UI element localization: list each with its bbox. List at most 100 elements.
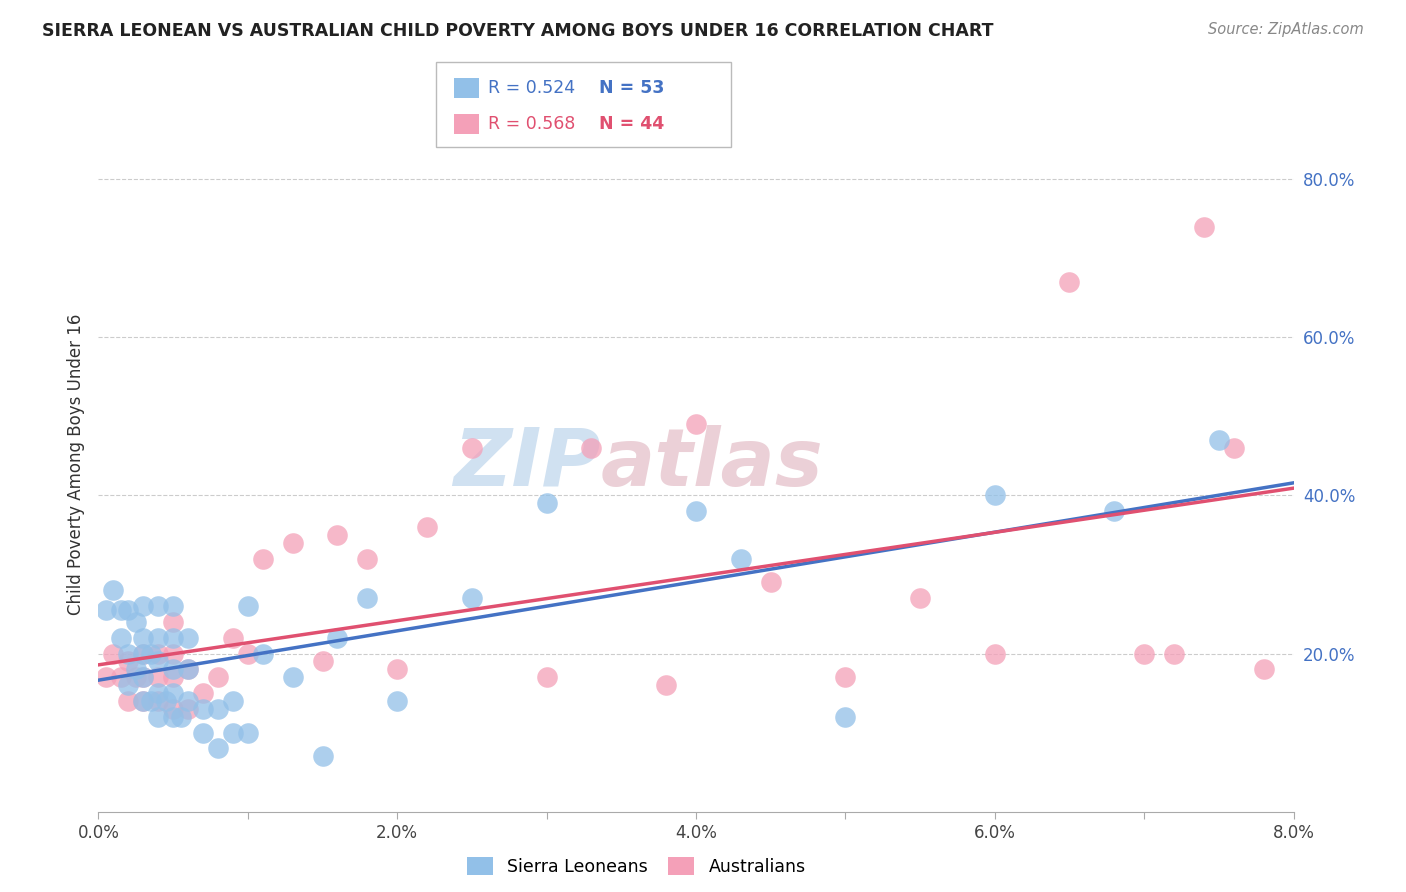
Point bbox=[536, 670, 558, 684]
Point bbox=[177, 662, 200, 676]
Point bbox=[311, 655, 333, 669]
Text: ZIP: ZIP bbox=[453, 425, 600, 503]
Point bbox=[148, 655, 170, 669]
Point bbox=[1192, 219, 1215, 234]
Point bbox=[139, 694, 162, 708]
Point bbox=[139, 647, 162, 661]
Point bbox=[162, 702, 184, 716]
Point bbox=[1059, 275, 1081, 289]
Point bbox=[222, 631, 245, 645]
Point bbox=[103, 583, 125, 598]
Text: Source: ZipAtlas.com: Source: ZipAtlas.com bbox=[1208, 22, 1364, 37]
Point bbox=[125, 670, 148, 684]
Point bbox=[177, 702, 200, 716]
Point bbox=[207, 741, 229, 756]
Point bbox=[162, 647, 184, 661]
Point bbox=[148, 599, 170, 614]
Point bbox=[655, 678, 678, 692]
Point bbox=[169, 710, 191, 724]
Point bbox=[148, 694, 170, 708]
Point bbox=[155, 694, 177, 708]
Point bbox=[356, 591, 378, 606]
Point bbox=[1253, 662, 1275, 676]
Point bbox=[117, 678, 139, 692]
Point bbox=[356, 551, 378, 566]
Point bbox=[685, 417, 707, 432]
Point bbox=[311, 749, 333, 764]
Point bbox=[385, 694, 409, 708]
Point bbox=[385, 662, 409, 676]
Point bbox=[148, 631, 170, 645]
Point bbox=[222, 725, 245, 739]
Point bbox=[162, 670, 184, 684]
Text: N = 53: N = 53 bbox=[599, 78, 664, 96]
Point bbox=[148, 647, 170, 661]
Point bbox=[162, 599, 184, 614]
Point bbox=[94, 603, 117, 617]
Point bbox=[125, 615, 148, 629]
Point bbox=[103, 647, 125, 661]
Point bbox=[162, 662, 184, 676]
Text: SIERRA LEONEAN VS AUSTRALIAN CHILD POVERTY AMONG BOYS UNDER 16 CORRELATION CHART: SIERRA LEONEAN VS AUSTRALIAN CHILD POVER… bbox=[42, 22, 994, 40]
Point bbox=[908, 591, 931, 606]
Point bbox=[581, 441, 603, 455]
Point bbox=[685, 504, 707, 518]
Point bbox=[117, 655, 139, 669]
Legend: Sierra Leoneans, Australians: Sierra Leoneans, Australians bbox=[460, 850, 813, 883]
Text: atlas: atlas bbox=[600, 425, 823, 503]
Point bbox=[191, 686, 214, 700]
Text: R = 0.568: R = 0.568 bbox=[488, 115, 575, 133]
Point bbox=[132, 599, 155, 614]
Point bbox=[110, 603, 132, 617]
Point bbox=[834, 710, 856, 724]
Point bbox=[191, 725, 214, 739]
Point bbox=[1133, 647, 1156, 661]
Point bbox=[252, 647, 274, 661]
Point bbox=[236, 725, 259, 739]
Y-axis label: Child Poverty Among Boys Under 16: Child Poverty Among Boys Under 16 bbox=[66, 313, 84, 615]
Point bbox=[207, 670, 229, 684]
Point bbox=[759, 575, 782, 590]
Point bbox=[110, 631, 132, 645]
Point bbox=[416, 520, 439, 534]
Point bbox=[148, 710, 170, 724]
Point bbox=[236, 647, 259, 661]
Point bbox=[1102, 504, 1125, 518]
Point bbox=[730, 551, 752, 566]
Point bbox=[177, 694, 200, 708]
Point bbox=[1208, 433, 1230, 447]
Point bbox=[117, 603, 139, 617]
Point bbox=[281, 670, 304, 684]
Point bbox=[110, 670, 132, 684]
Point bbox=[177, 662, 200, 676]
Point bbox=[536, 496, 558, 510]
Point bbox=[834, 670, 856, 684]
Point bbox=[162, 686, 184, 700]
Point bbox=[461, 441, 484, 455]
Point bbox=[983, 647, 1005, 661]
Point bbox=[148, 670, 170, 684]
Point bbox=[132, 647, 155, 661]
Point bbox=[132, 670, 155, 684]
Point bbox=[191, 702, 214, 716]
Point bbox=[236, 599, 259, 614]
Point bbox=[117, 694, 139, 708]
Point bbox=[281, 536, 304, 550]
Point bbox=[326, 528, 349, 542]
Point bbox=[983, 488, 1005, 502]
Point bbox=[162, 631, 184, 645]
Point bbox=[222, 694, 245, 708]
Text: N = 44: N = 44 bbox=[599, 115, 664, 133]
Point bbox=[132, 670, 155, 684]
Point bbox=[132, 647, 155, 661]
Point bbox=[461, 591, 484, 606]
Text: R = 0.524: R = 0.524 bbox=[488, 78, 575, 96]
Point bbox=[132, 694, 155, 708]
Point bbox=[1222, 441, 1246, 455]
Point bbox=[132, 694, 155, 708]
Point bbox=[207, 702, 229, 716]
Point bbox=[94, 670, 117, 684]
Point bbox=[162, 710, 184, 724]
Point bbox=[326, 631, 349, 645]
Point bbox=[125, 662, 148, 676]
